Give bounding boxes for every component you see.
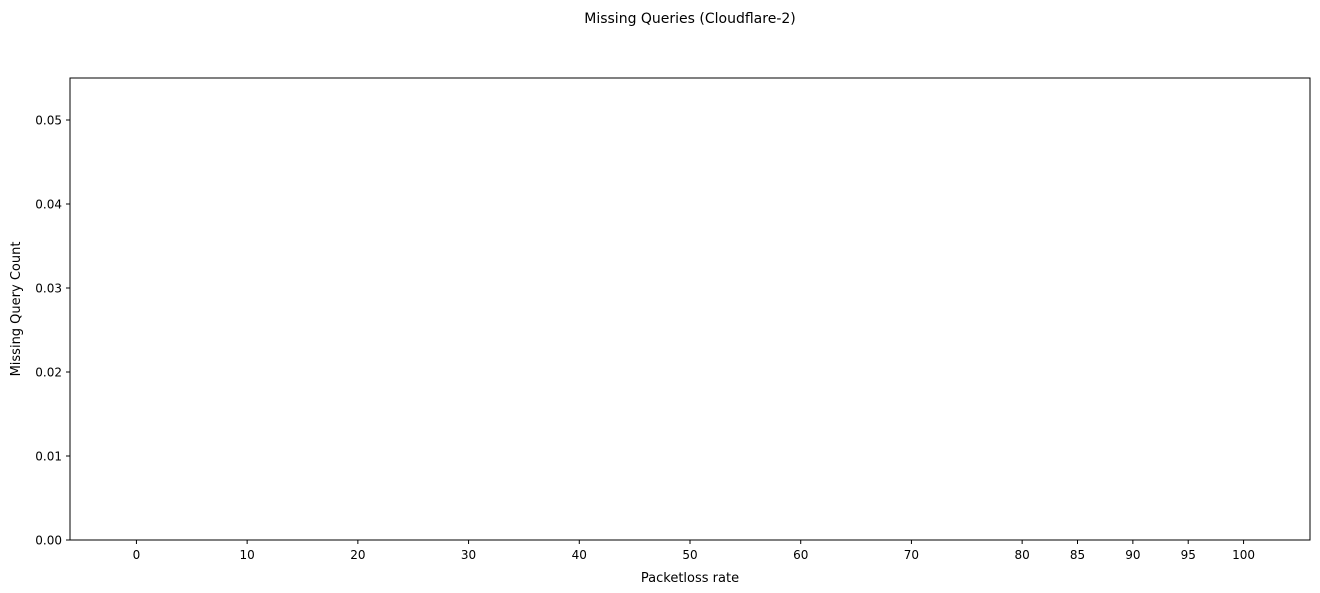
x-tick-label: 100: [1232, 548, 1255, 562]
x-axis-label: Packetloss rate: [641, 571, 739, 586]
y-axis-label: Missing Query Count: [9, 242, 24, 377]
x-tick-label: 50: [682, 548, 697, 562]
x-tick-label: 85: [1070, 548, 1085, 562]
x-tick-label: 10: [240, 548, 255, 562]
y-tick-label: 0.05: [35, 114, 62, 128]
x-tick-label: 80: [1015, 548, 1030, 562]
x-tick-label: 0: [133, 548, 141, 562]
chart-title: Missing Queries (Cloudflare-2): [584, 11, 796, 27]
x-axis: 0 10 20 30 40 50 60 70 80 85 90 95 100: [133, 540, 1255, 562]
x-tick-label: 60: [793, 548, 808, 562]
x-tick-label: 40: [572, 548, 587, 562]
y-tick-label: 0.04: [35, 198, 62, 212]
y-tick-label: 0.01: [35, 450, 62, 464]
y-tick-label: 0.03: [35, 282, 62, 296]
x-tick-label: 90: [1125, 548, 1140, 562]
x-tick-label: 70: [904, 548, 919, 562]
x-tick-label: 20: [350, 548, 365, 562]
x-tick-label: 95: [1181, 548, 1196, 562]
plot-frame: [69, 77, 1311, 541]
y-tick-label: 0.00: [35, 534, 62, 548]
x-tick-label: 30: [461, 548, 476, 562]
y-tick-label: 0.02: [35, 366, 62, 380]
y-axis: 0.00 0.01 0.02 0.03 0.04 0.05: [35, 114, 70, 548]
